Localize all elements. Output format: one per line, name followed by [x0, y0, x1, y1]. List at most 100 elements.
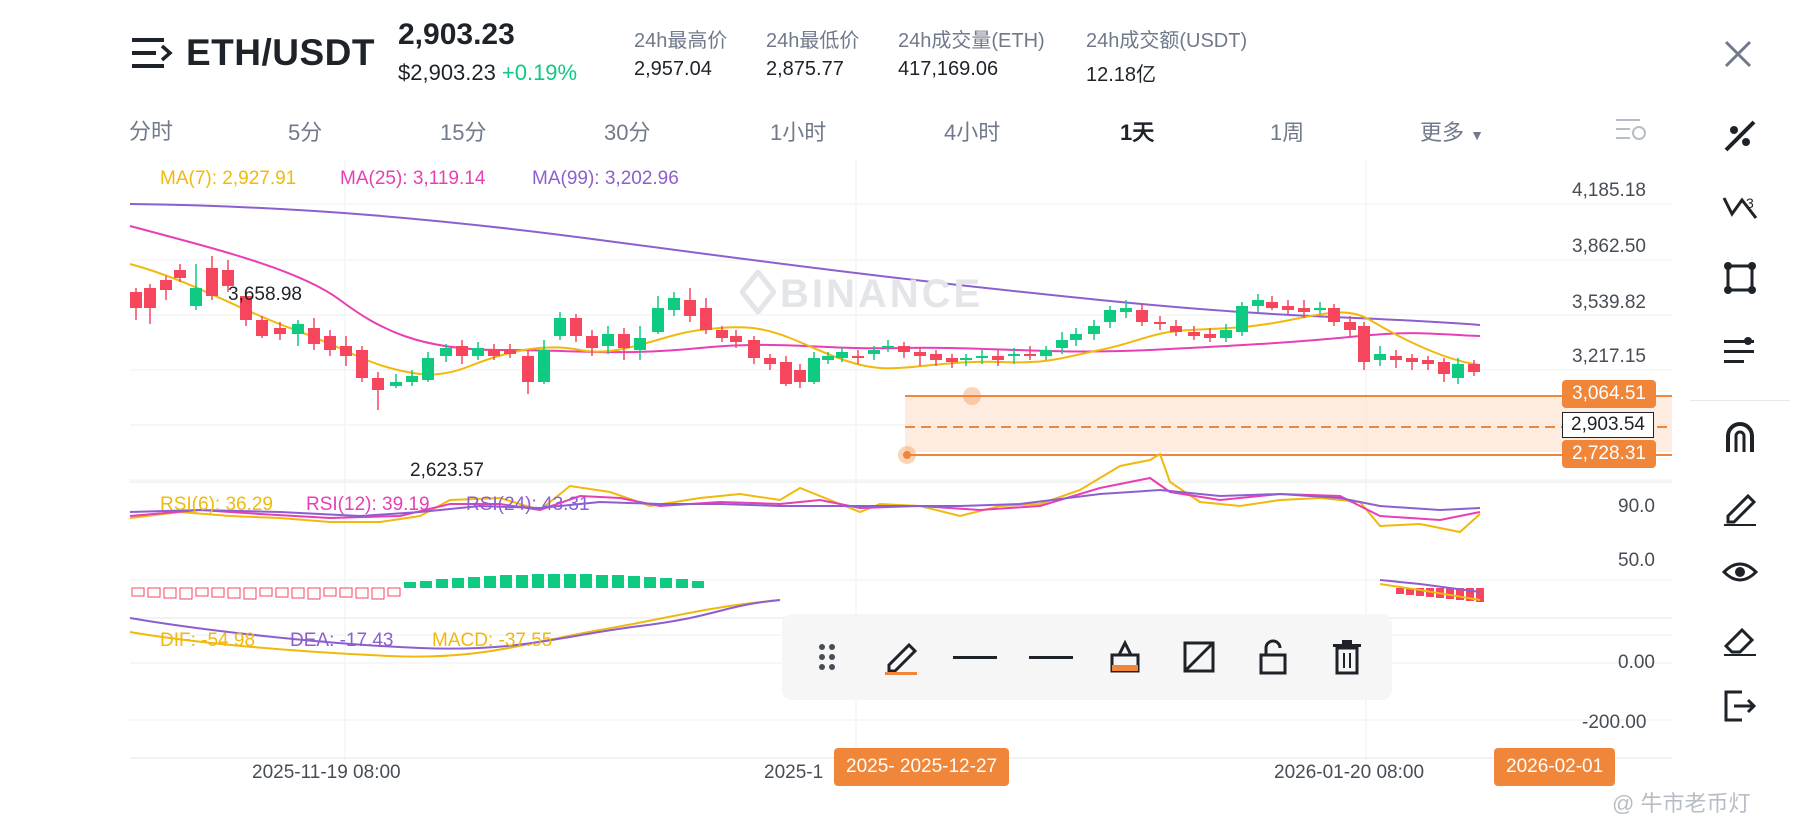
candle-body [1282, 306, 1294, 310]
price-axis-tick: 3,217.15 [1572, 346, 1646, 367]
candle-body [274, 328, 286, 334]
candle-body [1406, 358, 1418, 362]
candle-body [1328, 308, 1340, 322]
candle-body [390, 382, 402, 386]
price-usd-value: $2,903.23 [398, 60, 496, 85]
fill-icon[interactable] [1100, 632, 1150, 682]
candle-body [1154, 322, 1166, 324]
close-icon[interactable] [1722, 38, 1754, 70]
candle-body [144, 288, 156, 308]
eraser-icon[interactable] [1710, 614, 1770, 666]
rsi6-line [129, 452, 1481, 534]
macd-bar [1456, 588, 1464, 600]
candle-body [488, 350, 500, 356]
indicator-icon[interactable] [1710, 324, 1770, 376]
magnet-icon[interactable] [1710, 412, 1770, 464]
candle-body [356, 350, 368, 378]
macd-bar [1476, 588, 1484, 602]
line-style-icon[interactable] [1026, 632, 1076, 682]
tab-1w[interactable]: 1周 [1270, 120, 1305, 145]
macd-bar [275, 587, 289, 598]
stat-volume-label: 24h成交量(ETH) [898, 30, 1045, 52]
macd-bar [676, 579, 688, 588]
tab-30m[interactable]: 30分 [604, 120, 651, 145]
price-tag-upper[interactable]: 3,064.51 [1562, 380, 1656, 408]
candle-body [160, 280, 172, 290]
candle-body [422, 358, 434, 380]
candle-body [340, 346, 352, 356]
macd-bar [548, 574, 560, 588]
shape-icon[interactable] [1710, 252, 1770, 304]
stat-high-value: 2,957.04 [634, 58, 712, 80]
sidebar-divider [1690, 400, 1790, 401]
macd-bar [580, 574, 592, 588]
tab-1d[interactable]: 1天 [1120, 120, 1155, 145]
tab-1h[interactable]: 1小时 [770, 120, 827, 145]
candle-body [716, 330, 728, 338]
candle-body [1188, 332, 1200, 336]
tab-4h[interactable]: 4小时 [944, 120, 1001, 145]
fib-icon[interactable]: 3 [1710, 180, 1770, 232]
macd-bar [452, 578, 464, 588]
macd-bar [1406, 588, 1414, 595]
macd-bar [1466, 588, 1474, 601]
pencil-icon[interactable] [1710, 482, 1770, 534]
candle-body [780, 362, 792, 384]
candle-body [882, 346, 894, 348]
stat-low-label: 24h最低价 [766, 30, 860, 52]
candle-body [538, 350, 550, 382]
candle-body [652, 308, 664, 332]
trend-line-icon[interactable] [1710, 110, 1770, 162]
eye-icon[interactable] [1710, 546, 1770, 598]
ma99-line [129, 203, 1481, 326]
chart-settings-icon[interactable] [1616, 116, 1648, 144]
date-tag-right[interactable]: 2026-02-01 [1494, 748, 1616, 786]
menu-icon[interactable] [132, 36, 174, 70]
candle-body [472, 348, 484, 356]
macd-bar [1446, 588, 1454, 599]
candle-body [1374, 354, 1386, 360]
macd-bar [147, 587, 161, 598]
candle-body [1358, 326, 1370, 362]
candle-body [1236, 306, 1248, 332]
pencil-color-icon[interactable] [876, 632, 926, 682]
drawing-toolbar [782, 614, 1392, 700]
price-axis-tick: 3,539.82 [1572, 292, 1646, 313]
candle-body [174, 270, 186, 278]
line-width-icon[interactable] [950, 632, 1000, 682]
macd-bar [131, 587, 145, 597]
trash-icon[interactable] [1322, 632, 1372, 682]
macd-bar [692, 581, 704, 588]
unlock-icon[interactable] [1248, 632, 1298, 682]
tab-5m[interactable]: 5分 [288, 120, 323, 145]
candle-body [206, 268, 218, 296]
price-tag-lower[interactable]: 2,728.31 [1562, 440, 1656, 468]
macd-bar [243, 587, 257, 600]
dea-line [129, 599, 781, 650]
macd-bar [307, 587, 321, 600]
candle-body [1136, 310, 1148, 322]
tab-15m[interactable]: 15分 [440, 120, 487, 145]
candle-body [868, 350, 880, 354]
svg-text:3: 3 [1746, 195, 1754, 211]
date-tag-left[interactable]: 2025- 2025-12-27 [834, 748, 1010, 786]
rsi24-label: RSI(24): 43.31 [466, 494, 590, 515]
date-tag-left-b: 2025-12-27 [899, 756, 998, 777]
chart-canvas[interactable] [0, 160, 1680, 780]
tab-time[interactable]: 分时 [129, 119, 174, 144]
drag-handle-icon[interactable] [802, 632, 852, 682]
macd-bar [323, 587, 337, 597]
macd-bar [179, 587, 193, 600]
dif-label: DIF: -54.98 [160, 630, 256, 651]
macd-bar [1396, 588, 1404, 594]
rsi6-label: RSI(6): 36.29 [160, 494, 273, 515]
exit-icon[interactable] [1710, 680, 1770, 732]
macd-bar [564, 574, 576, 588]
hide-icon[interactable] [1174, 632, 1224, 682]
candle-body [914, 352, 926, 356]
tab-more[interactable]: 更多 ▼ [1420, 115, 1484, 147]
candle-body [808, 358, 820, 382]
stat-volume-value: 417,169.06 [898, 58, 999, 80]
ma7-line [129, 263, 1481, 376]
pair-title[interactable]: ETH/USDT [186, 32, 375, 73]
